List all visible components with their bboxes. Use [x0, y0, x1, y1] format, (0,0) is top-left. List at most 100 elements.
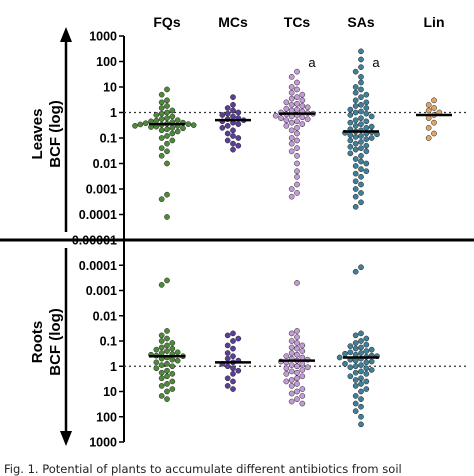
- leaves-ylabel: Leaves BCF (log): [29, 100, 64, 167]
- data-point: [294, 381, 300, 387]
- data-point: [158, 99, 165, 106]
- data-point: [230, 101, 236, 108]
- data-point: [358, 86, 364, 93]
- data-point: [352, 178, 359, 185]
- data-point: [294, 68, 300, 75]
- data-point: [288, 377, 295, 383]
- data-point: [358, 139, 364, 145]
- roots-ylabel-line2: BCF (log): [47, 308, 64, 375]
- data-point: [288, 101, 295, 108]
- y-tick-label: 1: [110, 360, 117, 374]
- data-point: [425, 107, 432, 114]
- data-point: [358, 375, 364, 382]
- data-point: [347, 132, 354, 138]
- data-point: [352, 345, 359, 352]
- data-point: [169, 340, 176, 346]
- data-point: [132, 122, 138, 129]
- data-point: [352, 332, 359, 339]
- data-point: [363, 136, 370, 143]
- data-point: [358, 396, 364, 402]
- data-point: [283, 99, 290, 106]
- data-point: [352, 186, 359, 192]
- data-point: [358, 115, 364, 122]
- data-point: [347, 143, 354, 150]
- data-point: [358, 388, 364, 395]
- data-point: [352, 97, 359, 104]
- data-point: [352, 84, 359, 90]
- data-point: [224, 122, 231, 129]
- data-point: [352, 400, 359, 407]
- data-point: [299, 354, 306, 361]
- data-point: [164, 335, 170, 342]
- data-point: [224, 342, 231, 349]
- data-point: [299, 400, 306, 407]
- data-point: [299, 367, 306, 373]
- data-point: [169, 345, 176, 352]
- data-point: [230, 365, 236, 372]
- data-point: [153, 346, 160, 353]
- data-point: [169, 107, 176, 114]
- roots-ylabel: Roots BCF (log): [29, 308, 64, 375]
- data-point: [352, 163, 359, 169]
- data-point: [224, 350, 231, 356]
- data-point: [230, 338, 236, 344]
- data-point: [368, 135, 375, 141]
- data-point: [352, 377, 359, 383]
- data-point: [235, 335, 242, 342]
- data-point: [158, 383, 165, 389]
- data-point: [224, 383, 231, 389]
- y-tick-label: 0.00001: [72, 234, 117, 248]
- data-point: [431, 119, 437, 126]
- data-point: [224, 375, 231, 382]
- data-point: [294, 173, 300, 180]
- category-headers: FQs MCs TCs SAs Lin: [153, 14, 444, 30]
- data-point: [288, 350, 295, 356]
- data-point: [363, 99, 370, 106]
- data-point: [294, 79, 300, 86]
- data-point: [358, 413, 364, 420]
- data-point: [358, 350, 364, 356]
- data-point: [358, 79, 364, 86]
- data-point: [363, 142, 370, 149]
- data-point: [347, 106, 354, 113]
- data-point: [288, 330, 295, 337]
- y-tick-label: 0.001: [86, 183, 117, 197]
- data-point: [283, 117, 290, 124]
- data-point: [164, 360, 170, 367]
- data-point: [158, 105, 165, 111]
- data-point: [431, 105, 437, 111]
- data-point: [174, 357, 181, 364]
- data-point: [137, 121, 144, 128]
- data-point: [352, 408, 359, 414]
- data-point: [294, 351, 300, 358]
- figure-caption: Fig. 1. Potential of plants to accumulat…: [4, 462, 402, 476]
- data-point: [358, 362, 364, 368]
- data-point: [153, 359, 160, 366]
- data-point: [363, 341, 370, 348]
- data-point: [288, 89, 295, 96]
- data-point: [288, 383, 295, 389]
- data-point: [358, 145, 364, 151]
- data-point: [158, 350, 165, 356]
- data-point: [352, 140, 359, 147]
- data-point: [294, 363, 300, 370]
- data-point: [158, 375, 165, 382]
- data-point: [288, 119, 295, 126]
- data-point: [358, 158, 364, 165]
- data-point: [288, 127, 295, 134]
- data-point: [352, 117, 359, 124]
- data-point: [219, 125, 226, 131]
- data-point: [363, 125, 370, 131]
- y-tick-label: 0.001: [86, 284, 117, 298]
- data-point: [158, 344, 165, 351]
- data-point: [299, 360, 306, 367]
- y-tick-label: 0.01: [93, 309, 117, 323]
- header-tcs: TCs: [284, 14, 311, 30]
- data-point: [368, 123, 375, 130]
- data-point: [368, 113, 375, 120]
- data-point: [347, 343, 354, 350]
- data-point: [358, 74, 364, 80]
- data-point: [174, 349, 181, 356]
- data-point: [352, 363, 359, 370]
- data-point: [164, 367, 170, 374]
